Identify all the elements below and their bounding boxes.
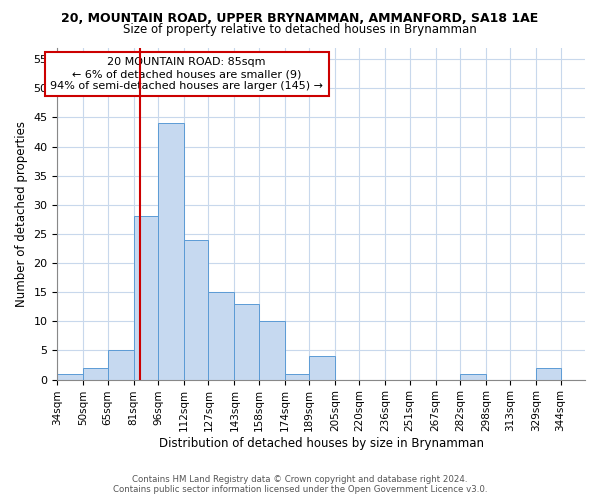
Y-axis label: Number of detached properties: Number of detached properties xyxy=(15,120,28,306)
Text: 20, MOUNTAIN ROAD, UPPER BRYNAMMAN, AMMANFORD, SA18 1AE: 20, MOUNTAIN ROAD, UPPER BRYNAMMAN, AMMA… xyxy=(61,12,539,26)
Bar xyxy=(58,374,83,380)
Text: 20 MOUNTAIN ROAD: 85sqm
← 6% of detached houses are smaller (9)
94% of semi-deta: 20 MOUNTAIN ROAD: 85sqm ← 6% of detached… xyxy=(50,58,323,90)
Text: Contains HM Land Registry data © Crown copyright and database right 2024.
Contai: Contains HM Land Registry data © Crown c… xyxy=(113,474,487,494)
Bar xyxy=(259,322,284,380)
Bar xyxy=(134,216,158,380)
Bar xyxy=(235,304,259,380)
Bar xyxy=(208,292,235,380)
Bar xyxy=(309,356,335,380)
Bar xyxy=(284,374,309,380)
Bar xyxy=(108,350,134,380)
Bar xyxy=(83,368,108,380)
Text: Size of property relative to detached houses in Brynamman: Size of property relative to detached ho… xyxy=(123,22,477,36)
Bar xyxy=(460,374,486,380)
Bar xyxy=(536,368,560,380)
X-axis label: Distribution of detached houses by size in Brynamman: Distribution of detached houses by size … xyxy=(159,437,484,450)
Bar xyxy=(158,123,184,380)
Bar xyxy=(184,240,208,380)
